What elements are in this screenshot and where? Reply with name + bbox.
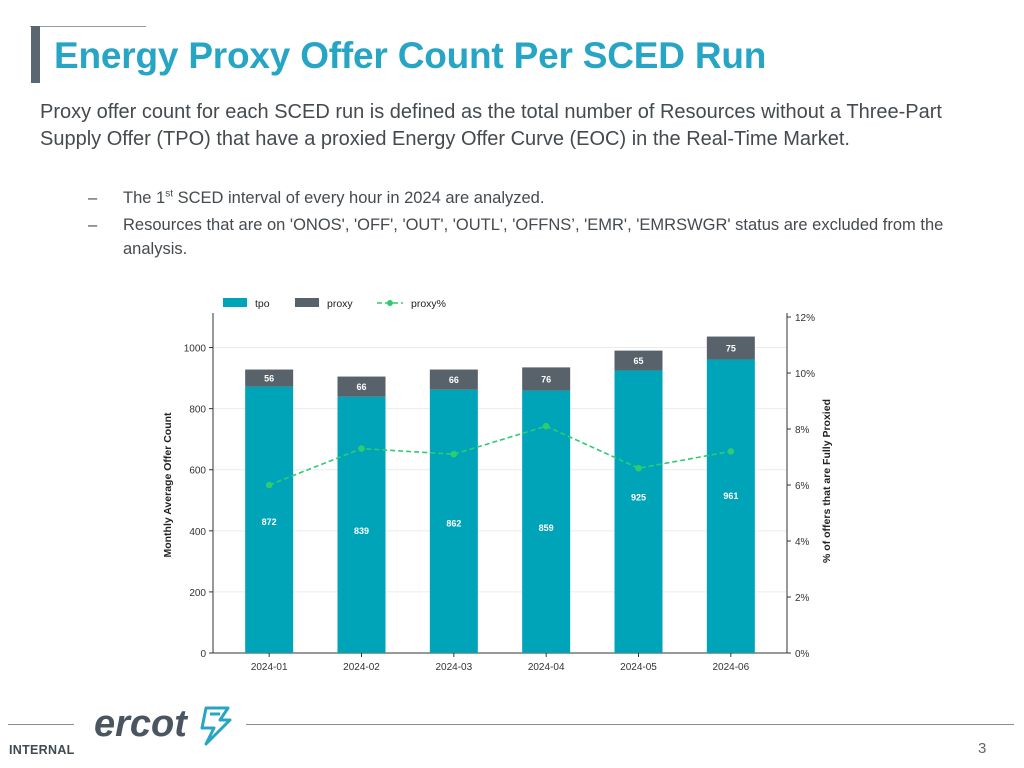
page-number: 3 bbox=[978, 740, 987, 757]
bullet-exclusions: – Resources that are on 'ONOS', 'OFF', '… bbox=[88, 213, 988, 261]
proxy-pct-point bbox=[727, 448, 735, 455]
bar-proxy bbox=[337, 376, 386, 397]
bar-tpo bbox=[429, 389, 478, 653]
legend-label-tpo: tpo bbox=[255, 298, 270, 310]
y2-tick-label: 8% bbox=[795, 425, 810, 436]
legend-label-proxy: proxy bbox=[327, 298, 353, 310]
x-tick-label: 2024-01 bbox=[251, 662, 288, 673]
y-tick-label: 800 bbox=[189, 405, 206, 416]
bar-proxy-label: 76 bbox=[541, 375, 551, 385]
proxy-pct-point bbox=[358, 445, 365, 452]
title-accent-bar bbox=[31, 26, 40, 83]
bar-proxy-label: 65 bbox=[633, 356, 643, 366]
y-tick-label: 0 bbox=[200, 649, 206, 660]
bar-proxy bbox=[429, 369, 478, 390]
bullet-scope: – The 1st SCED interval of every hour in… bbox=[88, 186, 988, 210]
bullet-exclusions-text: Resources that are on 'ONOS', 'OFF', 'OU… bbox=[123, 216, 944, 258]
bar-tpo-label: 839 bbox=[354, 526, 369, 536]
x-tick-label: 2024-06 bbox=[712, 662, 749, 673]
footer-divider-left bbox=[8, 724, 74, 725]
bar-tpo-label: 859 bbox=[539, 523, 554, 533]
bullet-dash: – bbox=[88, 189, 98, 207]
proxy-pct-line bbox=[268, 425, 731, 486]
y-tick-label: 600 bbox=[189, 466, 206, 477]
bar-tpo bbox=[614, 370, 663, 653]
bar-proxy bbox=[245, 369, 294, 387]
bar-proxy-label: 66 bbox=[356, 382, 366, 392]
legend-swatch-tpo bbox=[223, 298, 247, 307]
bullet-scope-text-post: SCED interval of every hour in 2024 are … bbox=[172, 189, 545, 207]
bar-proxy-label: 56 bbox=[264, 374, 274, 384]
page-title: Energy Proxy Offer Count Per SCED Run bbox=[54, 35, 767, 76]
bar-proxy-label: 75 bbox=[726, 344, 736, 354]
proxy-pct-point bbox=[265, 481, 273, 489]
bar-tpo-label: 862 bbox=[446, 518, 461, 528]
y-tick-label: 400 bbox=[189, 527, 206, 538]
legend-label-proxy-pct: proxy% bbox=[411, 298, 446, 310]
y2-tick-label: 6% bbox=[795, 481, 810, 492]
description-paragraph: Proxy offer count for each SCED run is d… bbox=[40, 101, 942, 150]
lightning-bolt-icon bbox=[200, 706, 232, 746]
bar-proxy-label: 66 bbox=[449, 375, 459, 385]
bar-proxy bbox=[522, 367, 571, 391]
y2-tick-label: 2% bbox=[795, 593, 810, 604]
bar-proxy bbox=[706, 336, 755, 360]
legend-swatch-proxy bbox=[295, 298, 319, 307]
x-tick-label: 2024-05 bbox=[620, 662, 657, 673]
y2-tick-label: 0% bbox=[795, 649, 810, 660]
bar-tpo bbox=[706, 359, 755, 653]
y-tick-label: 200 bbox=[189, 588, 206, 599]
bullet-dash: – bbox=[88, 216, 98, 234]
bullet-scope-superscript: st bbox=[165, 188, 173, 200]
legend-marker-proxy-pct bbox=[387, 300, 393, 306]
y2-tick-label: 4% bbox=[795, 537, 810, 548]
top-rule bbox=[30, 26, 146, 27]
offer-count-chart: 0 200 400 600 800 1000 0% 2% 4% 6% 8% 10% 12% Monthly… bbox=[155, 295, 855, 685]
x-tick-label: 2024-02 bbox=[343, 662, 380, 673]
bar-tpo-label: 925 bbox=[631, 493, 646, 503]
y-tick-label: 1000 bbox=[184, 344, 207, 355]
bar-tpo bbox=[337, 396, 386, 653]
chart-svg: 0 200 400 600 800 1000 0% 2% 4% 6% 8% 10% 12% Monthly… bbox=[162, 298, 833, 673]
y2-axis-title: % of offers that are Fully Proxied bbox=[821, 399, 833, 563]
y-axis-title: Monthly Average Offer Count bbox=[162, 412, 174, 558]
y2-tick-label: 12% bbox=[795, 313, 815, 324]
x-tick-label: 2024-03 bbox=[435, 662, 472, 673]
ercot-logo: ercot bbox=[94, 703, 232, 746]
classification-label: INTERNAL bbox=[9, 743, 75, 757]
x-tick-label: 2024-04 bbox=[528, 662, 565, 673]
bar-tpo bbox=[522, 390, 571, 653]
bullet-list: – The 1st SCED interval of every hour in… bbox=[88, 186, 988, 264]
y2-tick-label: 10% bbox=[795, 369, 815, 380]
proxy-pct-point bbox=[542, 422, 550, 430]
bullet-scope-text-pre: The 1 bbox=[123, 189, 166, 207]
footer-divider-right bbox=[246, 724, 1014, 725]
bar-tpo-label: 961 bbox=[723, 491, 738, 501]
bar-tpo bbox=[245, 386, 294, 653]
ercot-logo-text: ercot bbox=[94, 703, 188, 745]
bar-tpo-label: 872 bbox=[262, 517, 277, 527]
proxy-pct-point bbox=[635, 464, 642, 472]
proxy-pct-point bbox=[450, 450, 458, 458]
bar-proxy bbox=[614, 350, 663, 371]
